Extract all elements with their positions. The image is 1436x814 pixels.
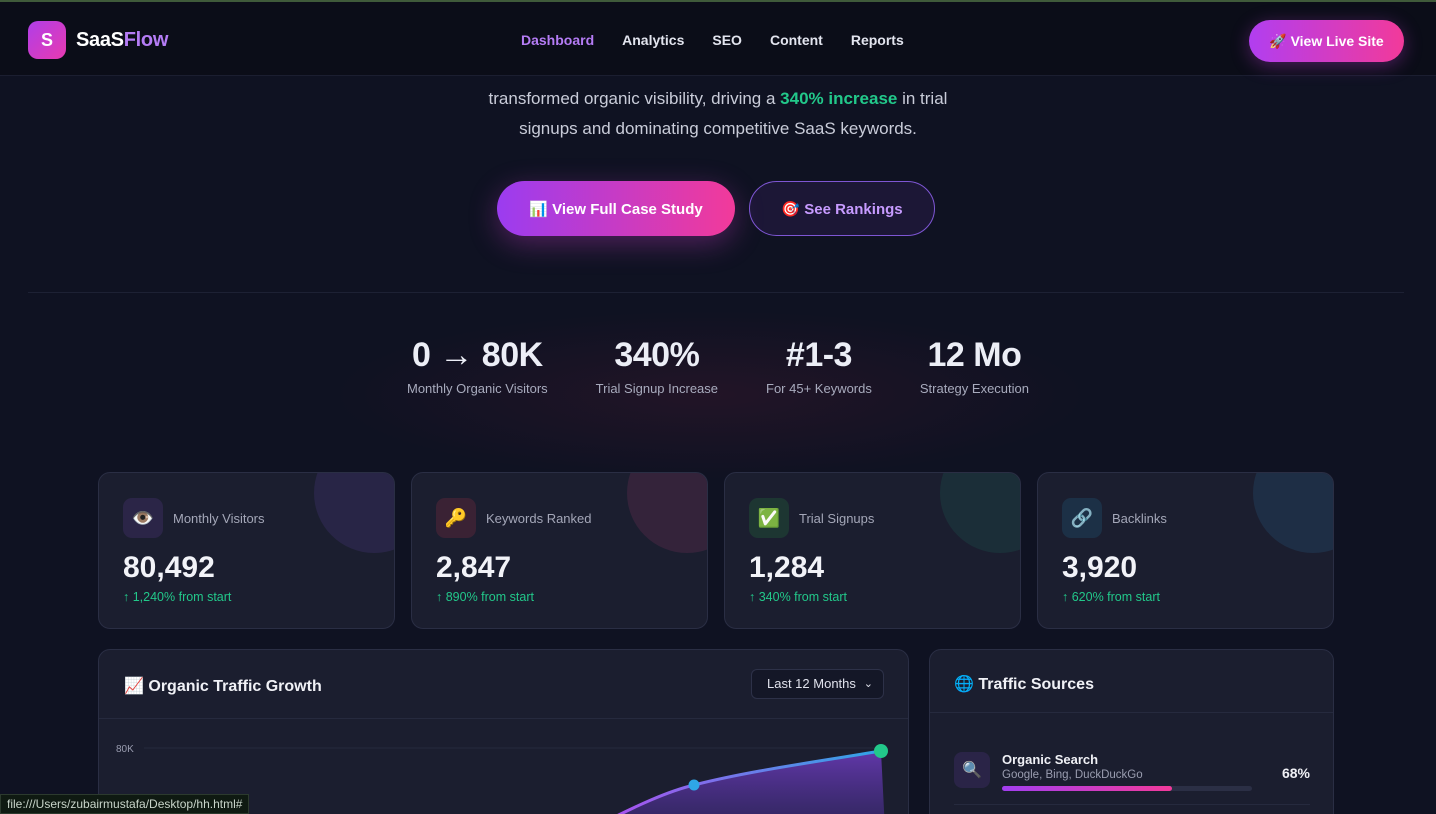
metric-change: ↑ 620% from start: [1062, 590, 1160, 604]
key-icon: 🔑: [436, 498, 476, 538]
search-icon: 🔍: [954, 752, 990, 788]
see-rankings-button[interactable]: 🎯 See Rankings: [749, 181, 935, 236]
brand-name-part-2: Flow: [123, 29, 169, 51]
stat-rankings: #1-3 For 45+ Keywords: [766, 336, 872, 396]
row-divider: [954, 804, 1310, 805]
stat-label: For 45+ Keywords: [766, 381, 872, 396]
metric-card-visitors: 👁️ Monthly Visitors 80,492 ↑ 1,240% from…: [98, 472, 395, 629]
hero-text-post: in trial: [897, 89, 948, 108]
source-progress-fill: [1002, 786, 1172, 791]
window-top-edge: [0, 0, 1436, 2]
card-decoration: [314, 473, 394, 553]
eye-icon: 👁️: [123, 498, 163, 538]
traffic-growth-title: 📈 Organic Traffic Growth: [124, 678, 322, 695]
check-icon: ✅: [749, 498, 789, 538]
stat-signups: 340% Trial Signup Increase: [596, 336, 718, 396]
top-navbar: S SaaSFlow Dashboard Analytics SEO Conte…: [0, 2, 1436, 76]
stat-label: Strategy Execution: [919, 381, 1029, 396]
nav-link-dashboard[interactable]: Dashboard: [521, 32, 595, 48]
card-decoration: [940, 473, 1020, 553]
traffic-sources-title: 🌐 Traffic Sources: [954, 676, 1094, 693]
metric-label: Monthly Visitors: [173, 511, 265, 526]
source-progress-track: [1002, 786, 1252, 791]
source-name: Organic Search: [1002, 752, 1099, 767]
card-decoration: [627, 473, 707, 553]
view-live-site-button[interactable]: 🚀 View Live Site: [1249, 20, 1404, 62]
source-percent: 68%: [1281, 765, 1310, 781]
date-range-select[interactable]: Last 12 Months ⌄: [751, 669, 884, 699]
hero-text-pre: transformed organic visibility, driving …: [488, 89, 781, 108]
stat-value: #1-3: [785, 336, 853, 374]
metric-value: 80,492: [123, 551, 215, 584]
section-divider: [28, 292, 1404, 293]
stat-visitors: 0 → 80K Monthly Organic Visitors: [407, 336, 548, 396]
traffic-sources-panel: 🌐 Traffic Sources 🔍 Organic Search Googl…: [929, 649, 1334, 814]
stat-value: 12 Mo: [927, 336, 1022, 374]
stat-label: Trial Signup Increase: [595, 381, 719, 396]
brand-name-part-1: SaaS: [76, 29, 124, 51]
source-detail: Google, Bing, DuckDuckGo: [1002, 769, 1143, 781]
metric-change: ↑ 340% from start: [749, 590, 847, 604]
metric-change: ↑ 1,240% from start: [123, 590, 232, 604]
y-tick-label: 80K: [116, 744, 134, 755]
view-full-case-study-button[interactable]: 📊 View Full Case Study: [497, 181, 735, 236]
browser-status-bar: file:///Users/zubairmustafa/Desktop/hh.h…: [0, 794, 250, 814]
stats-glow: [330, 310, 1090, 480]
metric-value: 2,847: [436, 551, 512, 584]
metric-card-signups: ✅ Trial Signups 1,284 ↑ 340% from start: [724, 472, 1021, 629]
nav-link-content[interactable]: Content: [769, 32, 823, 48]
metric-card-backlinks: 🔗 Backlinks 3,920 ↑ 620% from start: [1037, 472, 1334, 629]
hero-description-line-2: signups and dominating competitive SaaS …: [519, 119, 917, 138]
logo-mark[interactable]: S: [28, 21, 66, 59]
nav-links: Dashboard Analytics SEO Content Reports: [521, 32, 932, 48]
metric-label: Trial Signups: [799, 511, 875, 526]
source-row-organic[interactable]: 🔍 Organic Search Google, Bing, DuckDuckG…: [954, 752, 1310, 805]
traffic-chart: 80K: [116, 744, 888, 814]
chevron-down-icon: ⌄: [863, 678, 873, 690]
stat-duration: 12 Mo Strategy Execution: [920, 336, 1029, 396]
traffic-line: [617, 749, 882, 814]
metric-change: ↑ 890% from start: [436, 590, 534, 604]
nav-link-analytics[interactable]: Analytics: [622, 32, 685, 48]
nav-link-reports[interactable]: Reports: [850, 32, 904, 48]
stat-value: 0 → 80K: [411, 336, 543, 374]
traffic-point[interactable]: [688, 779, 700, 791]
traffic-area: [620, 751, 885, 814]
link-icon: 🔗: [1062, 498, 1102, 538]
traffic-point-latest[interactable]: [874, 744, 888, 758]
metric-card-keywords: 🔑 Keywords Ranked 2,847 ↑ 890% from star…: [411, 472, 708, 629]
hero-description-line-1: transformed organic visibility, driving …: [0, 89, 1436, 109]
metric-value: 1,284: [749, 551, 825, 584]
stat-label: Monthly Organic Visitors: [407, 381, 548, 396]
date-range-value: Last 12 Months: [767, 676, 856, 691]
hero-stats: 0 → 80K Monthly Organic Visitors 340% Tria…: [0, 336, 1436, 396]
brand-name[interactable]: SaaSFlow: [76, 29, 168, 52]
metric-label: Keywords Ranked: [486, 511, 592, 526]
panel-divider: [930, 712, 1333, 713]
stat-value: 340%: [614, 336, 700, 374]
metric-value: 3,920: [1062, 551, 1138, 584]
hero-highlight: 340% increase: [780, 89, 898, 108]
nav-link-seo[interactable]: SEO: [712, 32, 742, 48]
traffic-growth-panel: 📈 Organic Traffic Growth Last 12 Months ⌄…: [98, 649, 909, 814]
metric-label: Backlinks: [1112, 511, 1167, 526]
panel-divider: [99, 718, 908, 719]
card-decoration: [1253, 473, 1333, 553]
